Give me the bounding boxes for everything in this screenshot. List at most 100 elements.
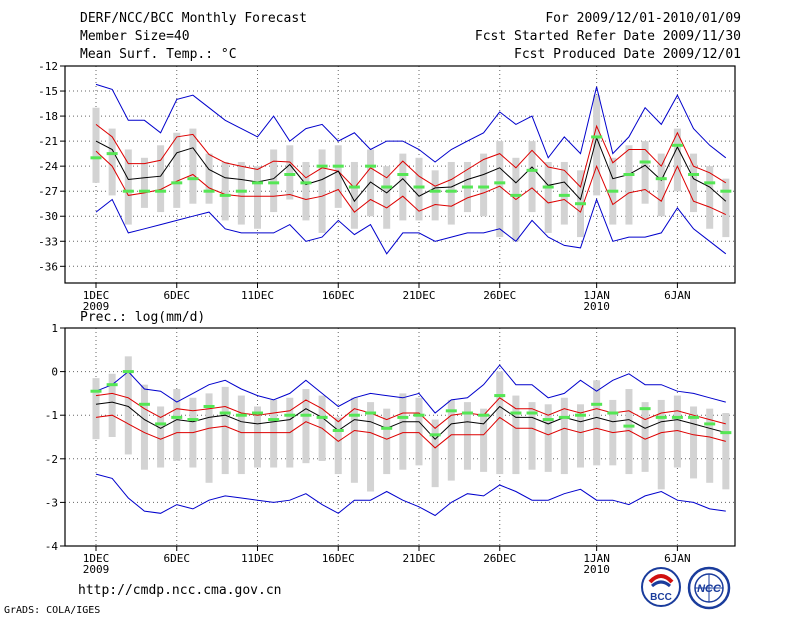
precip-x-tick-label: 6JAN: [664, 552, 691, 565]
temp-upper-line: [95, 124, 727, 189]
temp-box: [157, 145, 165, 213]
temp-median-mark: [332, 164, 344, 168]
precip-box: [641, 402, 649, 472]
temp-x-tick-label: 21DEC: [402, 289, 435, 302]
precip-median-mark: [445, 409, 457, 413]
temp-median-mark: [413, 185, 425, 189]
precip-median-mark: [607, 411, 619, 415]
precip-median-mark: [429, 433, 441, 437]
precip-median-mark: [203, 404, 215, 408]
precip-box: [221, 386, 229, 475]
bcc-logo-text: BCC: [650, 592, 672, 603]
temp-median-mark: [558, 193, 570, 197]
precip-box: [237, 395, 245, 475]
precip-median-mark: [542, 418, 554, 422]
temp-box: [108, 128, 116, 196]
precip-median-mark: [720, 431, 732, 435]
temp-box: [657, 153, 665, 217]
forecast-produced: Fcst Produced Date 2009/12/01: [514, 47, 741, 62]
temp-box: [189, 128, 197, 204]
forecast-started: Fcst Started Refer Date 2009/11/30: [474, 29, 741, 44]
temp-median-mark: [478, 185, 490, 189]
precip-median-mark: [365, 411, 377, 415]
precip-median-mark: [268, 418, 280, 422]
temp-box: [593, 95, 601, 196]
bcc-logo-icon: BCC: [640, 566, 682, 608]
temp-median-mark: [187, 177, 199, 181]
temp-median-mark: [461, 185, 473, 189]
temp-median-mark: [655, 177, 667, 181]
temp-x-tick-label: 26DEC: [483, 289, 516, 302]
temp-x-tick-label: 1DEC: [83, 289, 110, 302]
temp-median-mark: [381, 185, 393, 189]
precip-median-mark: [704, 422, 716, 426]
temp-median-mark: [348, 185, 360, 189]
precip-x-tick-label: 21DEC: [402, 552, 435, 565]
temp-box: [173, 132, 181, 208]
temp-median-mark: [445, 189, 457, 193]
precip-box: [157, 406, 165, 468]
precip-box: [383, 408, 391, 475]
temp-median-mark: [494, 181, 506, 185]
precip-y-tick-label: -3: [45, 496, 58, 509]
forecast-period: For 2009/12/01-2010/01/09: [545, 11, 741, 26]
temp-box: [302, 161, 310, 221]
temp-x-tick-label: 16DEC: [322, 289, 355, 302]
precip-box: [399, 393, 407, 470]
chart-title: DERF/NCC/BCC Monthly Forecast: [80, 11, 307, 26]
temp-box: [286, 145, 294, 200]
precip-mean-line: [95, 401, 726, 440]
precip-box: [528, 402, 536, 470]
temp-lower-line: [95, 150, 727, 216]
precip-box: [270, 399, 278, 468]
precip-median-mark: [235, 413, 247, 417]
temp-box: [641, 141, 649, 204]
temp-y-tick-label: -12: [38, 60, 58, 73]
precip-box: [593, 380, 601, 466]
temp-box: [722, 178, 730, 238]
precip-y-tick-label: -4: [45, 540, 59, 553]
temp-box: [221, 161, 229, 221]
source-url[interactable]: http://cmdp.ncc.cma.gov.cn: [78, 583, 282, 598]
precip-box: [302, 389, 310, 464]
precip-y-tick-label: 0: [51, 366, 58, 379]
temp-box: [318, 149, 326, 233]
precip-x-tick-label: 6DEC: [164, 552, 191, 565]
precip-box: [254, 406, 261, 468]
temp-box: [399, 153, 407, 221]
temp-median-mark: [284, 173, 296, 176]
temp-median-mark: [720, 189, 732, 193]
temp-median-mark: [704, 181, 716, 185]
precip-median-mark: [300, 413, 312, 417]
precip-median-mark: [187, 418, 199, 422]
precip-median-mark: [671, 415, 683, 419]
precip-x-year-label: 2010: [583, 563, 610, 576]
temp-x-year-label: 2010: [583, 300, 610, 313]
precip-box: [673, 395, 681, 468]
precip-box: [140, 384, 148, 470]
precip-median-mark: [106, 383, 118, 387]
temp-median-mark: [429, 189, 441, 193]
precip-box: [496, 371, 504, 475]
precip-box: [706, 408, 714, 483]
temp-y-tick-label: -24: [38, 160, 58, 173]
precip-median-mark: [397, 415, 409, 419]
temp-median-mark: [510, 193, 522, 197]
precip-median-mark: [90, 389, 102, 393]
temp-box: [383, 166, 391, 229]
variable-label: Mean Surf. Temp.: °C: [80, 47, 237, 62]
precip-median-mark: [284, 413, 296, 417]
temp-y-tick-label: -36: [38, 260, 58, 273]
temp-x-tick-label: 11DEC: [241, 289, 274, 302]
precip-median-mark: [623, 424, 635, 428]
temp-y-tick-label: -21: [38, 135, 58, 148]
temp-box: [447, 161, 455, 225]
precip-y-tick-label: 1: [51, 322, 58, 335]
temp-box: [560, 161, 568, 225]
temp-box: [431, 170, 439, 221]
precip-y-tick-label: -2: [45, 453, 58, 466]
temp-box: [350, 161, 358, 229]
precip-median-mark: [461, 411, 473, 415]
temp-x-tick-label: 6DEC: [164, 289, 191, 302]
